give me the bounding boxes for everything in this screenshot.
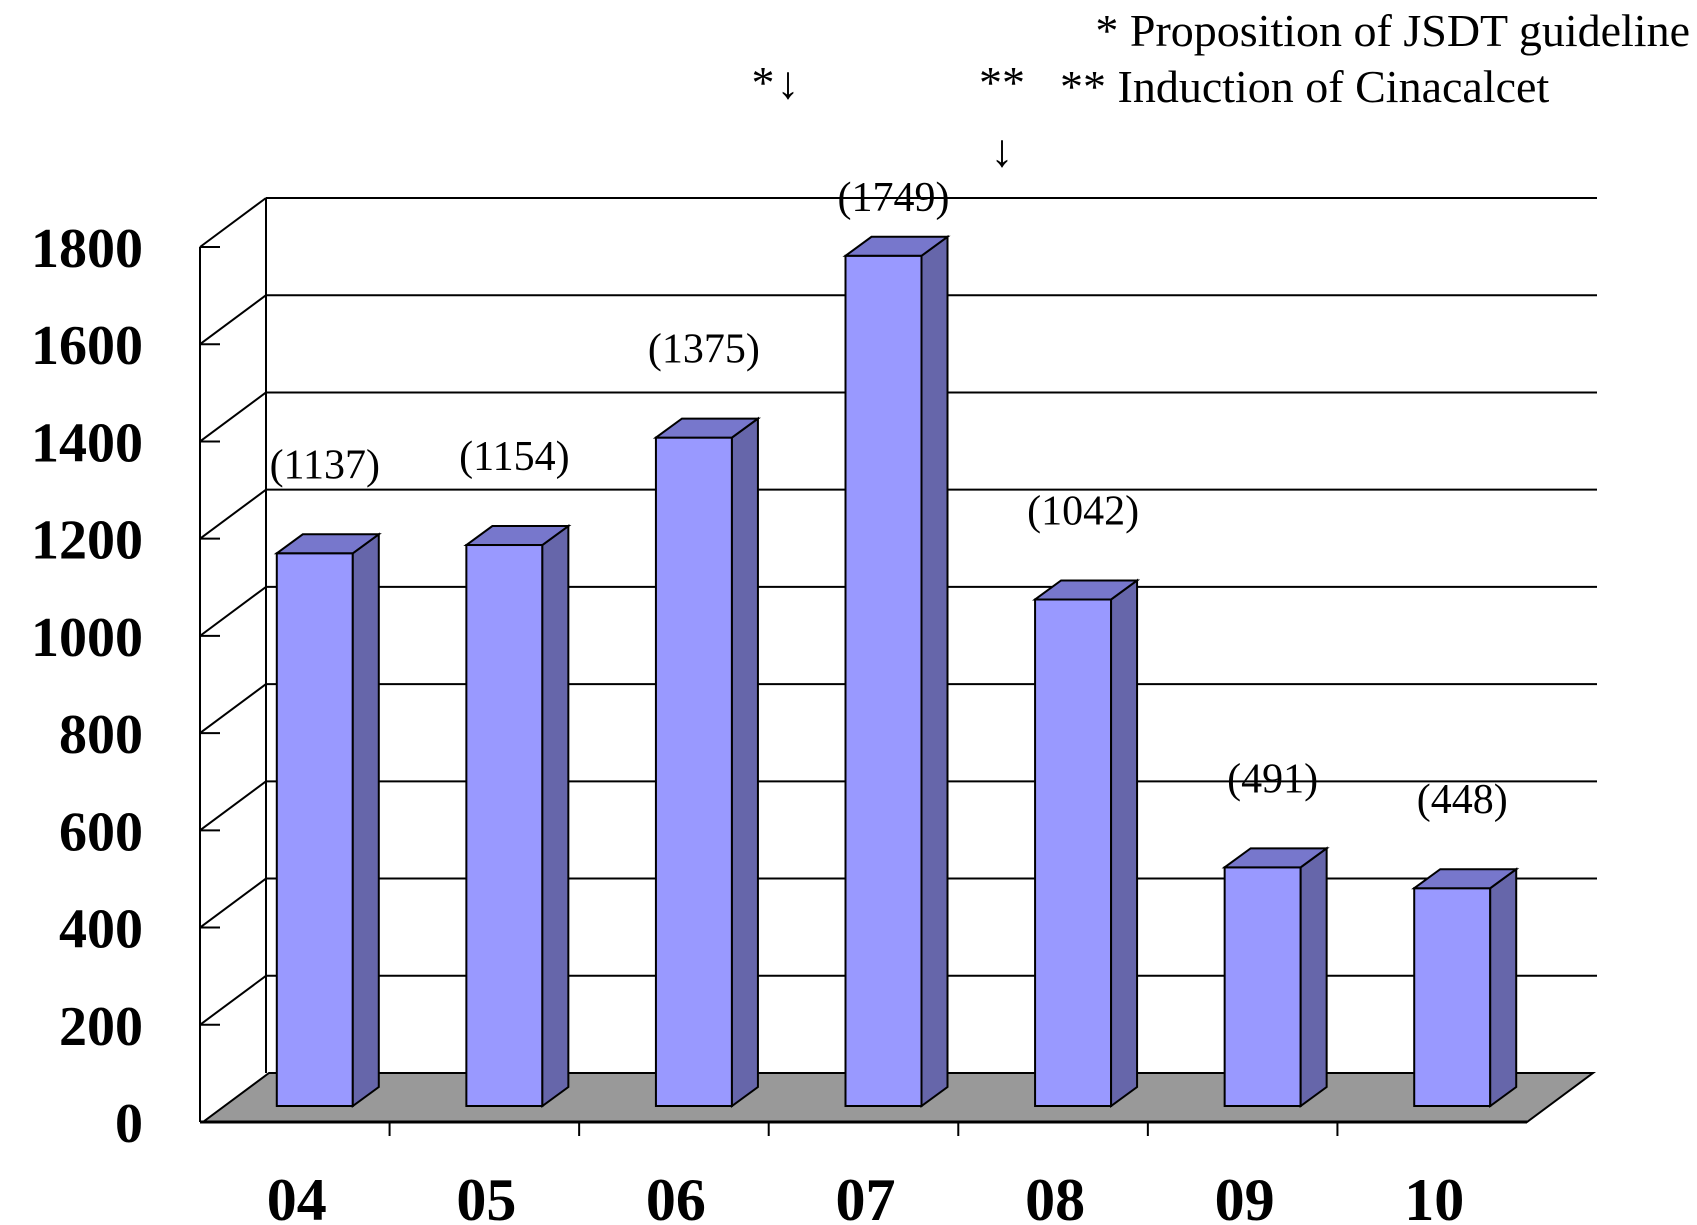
data-label: (1154) bbox=[459, 434, 569, 480]
y-tick-label: 1400 bbox=[31, 412, 143, 474]
gridline-diagonal bbox=[199, 391, 267, 443]
annotation-jsdt-note: * Proposition of JSDT guideline bbox=[1095, 5, 1690, 56]
bar-front bbox=[654, 436, 733, 1107]
data-labels: (1137) (1154) (1375) (1749) (1042) (491) (448) bbox=[270, 175, 1508, 823]
bar-side bbox=[1299, 846, 1328, 1108]
gridline-diagonal bbox=[199, 877, 267, 929]
bar-top bbox=[1411, 868, 1520, 890]
category-label: 06 bbox=[646, 1167, 706, 1225]
bar-side bbox=[920, 234, 949, 1108]
y-tick-label: 1600 bbox=[31, 315, 143, 377]
bar-side bbox=[730, 416, 759, 1108]
bar-top bbox=[463, 525, 572, 547]
y-tick-label: 0 bbox=[115, 1093, 143, 1155]
y-tick-label: 1800 bbox=[31, 218, 143, 280]
bar-front bbox=[1034, 598, 1113, 1107]
gridline-diagonal bbox=[199, 974, 267, 1026]
annotation-cinacalcet-arrow-icon: ↓ bbox=[991, 125, 1014, 176]
category-label: 07 bbox=[836, 1167, 896, 1225]
bar-side bbox=[1110, 578, 1139, 1108]
bar-front bbox=[465, 544, 544, 1107]
gridline-diagonal bbox=[199, 488, 267, 540]
annotation-cinacalcet-marker: ** bbox=[979, 57, 1025, 108]
y-tick-labels: 0 200 400 600 800 1000 1200 1400 1600 1800 bbox=[31, 218, 220, 1155]
bar-top bbox=[1221, 847, 1330, 869]
data-label: (1749) bbox=[838, 175, 950, 221]
bar-side bbox=[351, 532, 380, 1108]
gridline-diagonal bbox=[199, 197, 267, 248]
category-label: 10 bbox=[1404, 1167, 1464, 1225]
gridline-diagonal bbox=[199, 586, 267, 637]
category-labels: 04 05 06 07 08 09 10 bbox=[267, 1167, 1464, 1225]
annotation-jsdt-arrow-icon: ↓ bbox=[777, 57, 800, 108]
bar-top bbox=[1032, 579, 1141, 601]
annotation-cinacalcet-note: ** Induction of Cinacalcet bbox=[1060, 61, 1549, 112]
bar-top bbox=[273, 533, 382, 555]
gridline-diagonal bbox=[199, 294, 267, 346]
y-tick-label: 800 bbox=[59, 704, 143, 766]
gridline-diagonal bbox=[199, 780, 267, 832]
bar-front bbox=[1223, 866, 1302, 1108]
data-label: (1375) bbox=[648, 327, 760, 373]
data-label: (1137) bbox=[270, 442, 380, 488]
x-tick-marks bbox=[388, 1122, 1339, 1136]
bars bbox=[273, 234, 1520, 1108]
bar-side bbox=[541, 524, 570, 1108]
category-label: 09 bbox=[1215, 1167, 1275, 1225]
data-label: (491) bbox=[1227, 756, 1318, 802]
y-tick-label: 1000 bbox=[31, 607, 143, 669]
y-tick-label: 200 bbox=[59, 996, 143, 1058]
bar-front bbox=[844, 254, 923, 1107]
data-label: (448) bbox=[1417, 777, 1508, 823]
category-label: 05 bbox=[456, 1167, 516, 1225]
y-tick-label: 600 bbox=[59, 801, 143, 863]
category-label: 04 bbox=[267, 1167, 327, 1225]
y-tick-label: 1200 bbox=[31, 510, 143, 572]
annotation-jsdt-marker: * bbox=[752, 57, 775, 108]
bar-top bbox=[652, 417, 761, 439]
data-label: (1042) bbox=[1027, 488, 1139, 534]
bar-front bbox=[275, 552, 354, 1107]
bar-top bbox=[842, 235, 951, 257]
y-tick-label: 400 bbox=[59, 899, 143, 961]
category-label: 08 bbox=[1025, 1167, 1085, 1225]
bar-front bbox=[1413, 887, 1492, 1107]
gridline-diagonal bbox=[199, 683, 267, 734]
bar-side bbox=[1489, 867, 1518, 1108]
